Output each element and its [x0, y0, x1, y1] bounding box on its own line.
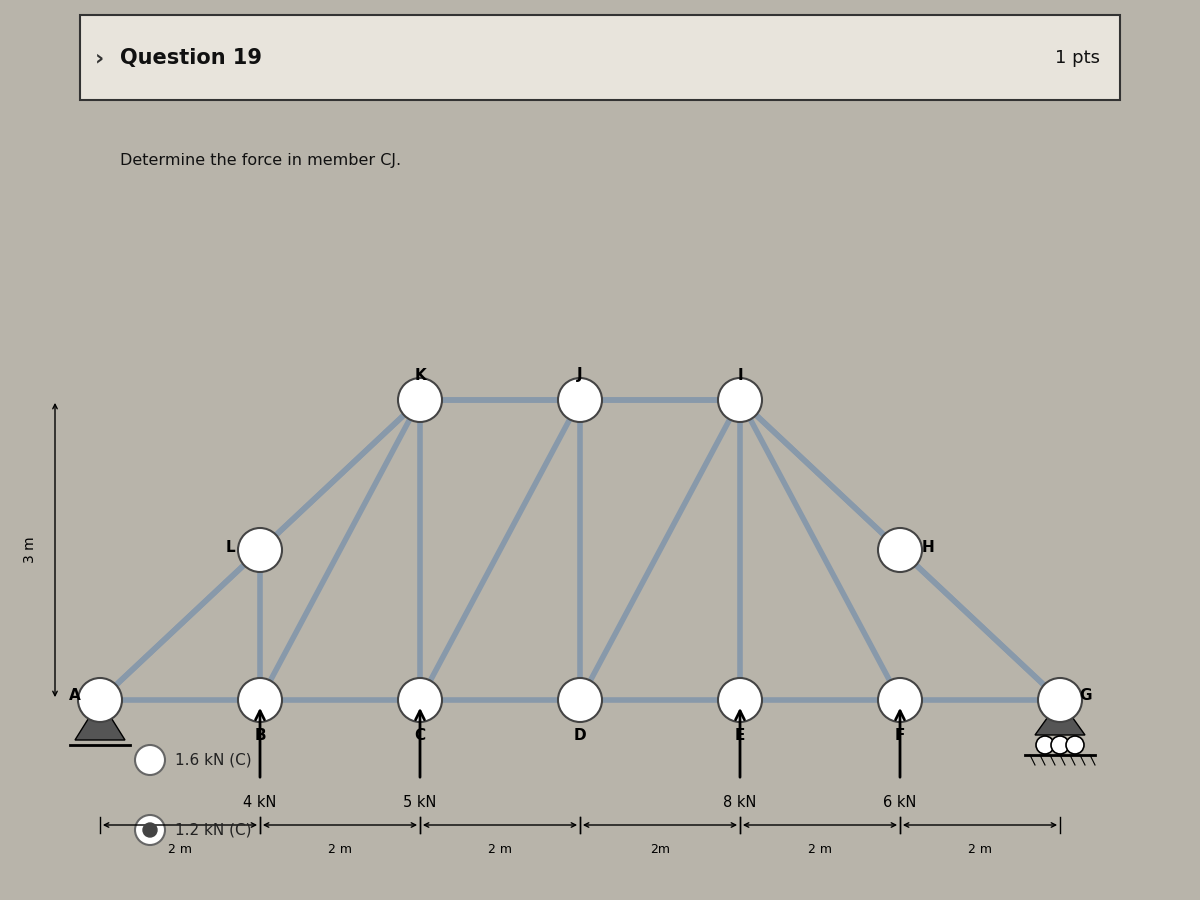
Text: B: B	[254, 727, 266, 742]
Text: 2m: 2m	[650, 843, 670, 856]
Text: I: I	[737, 367, 743, 382]
Text: A: A	[70, 688, 80, 703]
Text: Question 19: Question 19	[120, 48, 262, 68]
Text: 6 kN: 6 kN	[883, 795, 917, 810]
Circle shape	[1036, 736, 1054, 754]
Circle shape	[1051, 736, 1069, 754]
Circle shape	[134, 815, 166, 845]
Circle shape	[134, 745, 166, 775]
Circle shape	[238, 528, 282, 572]
Circle shape	[878, 528, 922, 572]
Text: J: J	[577, 367, 583, 382]
Text: E: E	[734, 727, 745, 742]
Text: 2 m: 2 m	[808, 843, 832, 856]
Text: G: G	[1079, 688, 1091, 703]
Circle shape	[398, 378, 442, 422]
Text: F: F	[895, 727, 905, 742]
Circle shape	[143, 823, 157, 837]
Circle shape	[78, 678, 122, 722]
Text: D: D	[574, 727, 587, 742]
Text: ›: ›	[95, 48, 104, 68]
Text: 1 pts: 1 pts	[1055, 49, 1100, 67]
Circle shape	[558, 678, 602, 722]
Circle shape	[238, 678, 282, 722]
Text: 8 kN: 8 kN	[724, 795, 757, 810]
Text: L: L	[226, 539, 235, 554]
Polygon shape	[74, 700, 125, 740]
Circle shape	[558, 378, 602, 422]
Text: 1.6 kN (C): 1.6 kN (C)	[175, 752, 252, 768]
Text: 2 m: 2 m	[968, 843, 992, 856]
Text: K: K	[414, 367, 426, 382]
Text: H: H	[922, 539, 935, 554]
Circle shape	[878, 678, 922, 722]
Polygon shape	[1034, 700, 1085, 735]
Circle shape	[398, 678, 442, 722]
Text: C: C	[414, 727, 426, 742]
Text: 2 m: 2 m	[488, 843, 512, 856]
Text: Determine the force in member CJ.: Determine the force in member CJ.	[120, 152, 401, 167]
Text: 2 m: 2 m	[328, 843, 352, 856]
Text: 3 m: 3 m	[23, 536, 37, 563]
Text: 1.2 kN (C): 1.2 kN (C)	[175, 823, 252, 838]
Circle shape	[718, 378, 762, 422]
Text: 2 m: 2 m	[168, 843, 192, 856]
Text: 5 kN: 5 kN	[403, 795, 437, 810]
Circle shape	[1066, 736, 1084, 754]
Circle shape	[1038, 678, 1082, 722]
FancyBboxPatch shape	[80, 15, 1120, 100]
Text: 4 kN: 4 kN	[244, 795, 277, 810]
Circle shape	[718, 678, 762, 722]
